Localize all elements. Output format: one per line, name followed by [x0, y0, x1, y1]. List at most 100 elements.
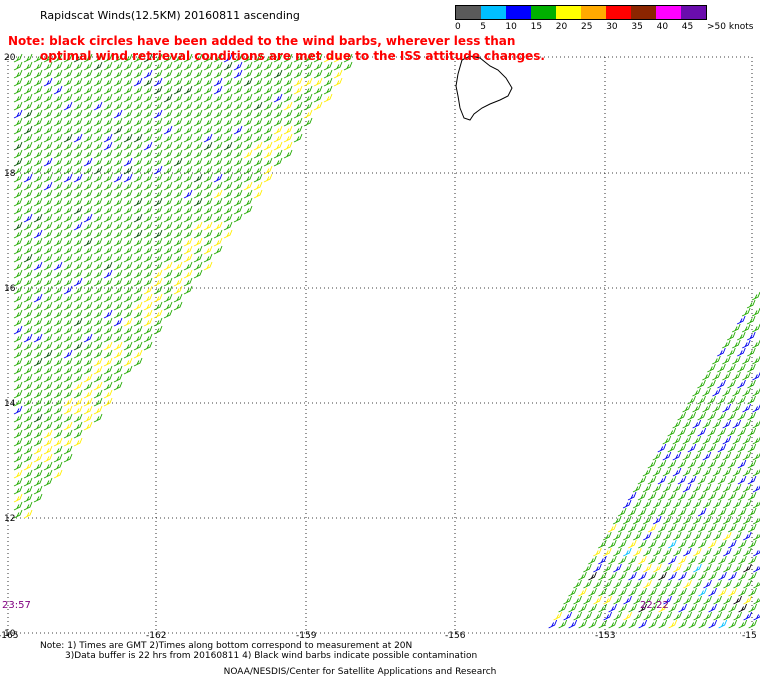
wind-barb [283, 125, 293, 135]
wind-barb [113, 165, 123, 175]
wind-barb [712, 483, 722, 493]
wind-barb [73, 173, 83, 183]
footer-note-1: Note: 1) Times are GMT 2)Times along bot… [40, 641, 413, 651]
wind-barb [53, 53, 63, 63]
wind-barb [737, 363, 746, 373]
wind-barb [273, 77, 283, 87]
wind-barb [13, 373, 23, 383]
wind-barb [303, 61, 313, 71]
wind-barb [93, 69, 103, 79]
wind-barb [223, 69, 233, 79]
wind-barb [253, 85, 263, 95]
wind-barb [213, 133, 223, 143]
wind-barb [603, 579, 612, 589]
wind-barb [667, 443, 677, 453]
wind-barb [657, 475, 667, 485]
wind-barb [743, 547, 752, 557]
wind-barb [713, 579, 722, 589]
wind-barb [263, 133, 273, 143]
wind-barb [293, 117, 303, 127]
wind-barb [33, 381, 43, 391]
wind-barb [63, 421, 73, 431]
wind-barb [73, 117, 83, 127]
wind-barb [123, 133, 133, 143]
wind-barb [253, 53, 263, 63]
wind-barb [53, 117, 63, 127]
wind-barb [93, 85, 103, 95]
wind-barb [663, 579, 672, 589]
wind-barb [702, 531, 712, 541]
wind-barb [133, 173, 143, 183]
wind-barb [153, 109, 163, 119]
wind-barb [173, 133, 183, 143]
wind-barb [73, 109, 83, 119]
wind-barb [743, 579, 752, 589]
wind-barb [213, 101, 223, 111]
wind-barb [13, 405, 23, 415]
wind-barb [632, 515, 642, 525]
wind-barb [123, 357, 133, 367]
wind-barb [33, 245, 43, 255]
wind-barb [173, 205, 183, 215]
wind-barb [233, 189, 243, 199]
wind-barb [33, 349, 43, 359]
wind-barb [742, 403, 751, 413]
wind-barb [193, 149, 203, 159]
wind-barb [667, 475, 677, 485]
wind-barb [678, 571, 687, 581]
wind-barb [33, 133, 43, 143]
wind-barb [53, 181, 63, 191]
wind-barb [193, 101, 203, 111]
wind-barb [687, 443, 697, 453]
wind-barb [43, 445, 53, 455]
wind-barb [718, 619, 728, 629]
wind-barb [627, 507, 637, 517]
wind-barb [183, 125, 193, 135]
wind-barb [123, 149, 133, 159]
scale-label: 5 [480, 22, 486, 32]
wind-barb [63, 93, 73, 103]
wind-barb [53, 309, 63, 319]
pass-time-west: 23:57 [2, 600, 31, 611]
wind-barb [33, 421, 43, 431]
wind-barb [23, 205, 33, 215]
wind-barb [163, 301, 173, 311]
wind-barb [583, 563, 592, 573]
wind-barb [23, 365, 33, 375]
wind-barb [633, 579, 642, 589]
wind-barb [73, 421, 83, 431]
wind-barb [657, 523, 667, 533]
wind-barb [683, 595, 692, 605]
wind-barb [657, 491, 667, 501]
wind-barb [143, 165, 153, 175]
wind-barb [283, 149, 293, 159]
wind-barb [123, 253, 133, 263]
wind-barb [33, 341, 43, 351]
wind-barb [103, 245, 113, 255]
wind-barb [33, 61, 43, 71]
wind-barb [103, 77, 113, 87]
wind-barb [728, 603, 737, 613]
wind-barb [653, 579, 662, 589]
wind-barb [53, 253, 63, 263]
wind-barb [313, 77, 323, 87]
wind-barb [223, 125, 233, 135]
wind-barb [183, 109, 193, 119]
wind-barb [43, 173, 53, 183]
wind-barb [43, 237, 53, 247]
wind-barb [563, 611, 573, 621]
wind-barb [732, 515, 742, 525]
wind-barb [23, 277, 33, 287]
wind-barb [707, 363, 716, 373]
wind-barb [203, 173, 213, 183]
wind-barb [658, 555, 667, 565]
wind-barb [153, 181, 163, 191]
wind-barb [133, 101, 143, 111]
wind-barb [153, 133, 163, 143]
wind-barb [642, 467, 652, 477]
wind-barb [83, 333, 93, 343]
wind-barb [203, 213, 213, 223]
wind-barb [293, 53, 303, 63]
wind-barb [682, 435, 692, 445]
wind-barb [647, 523, 657, 533]
